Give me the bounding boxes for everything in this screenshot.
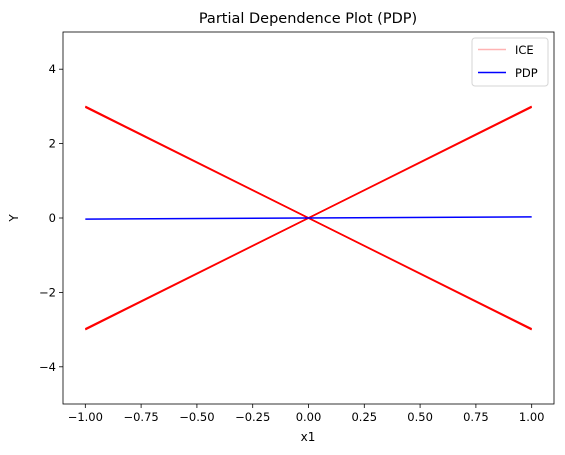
x-tick-label: −1.00 <box>68 410 103 424</box>
x-tick-label: −0.50 <box>179 410 214 424</box>
y-axis-label: Y <box>7 214 21 223</box>
y-axis-ticks: −4 −2 0 2 4 <box>39 62 63 374</box>
x-tick-label: 0.50 <box>407 410 433 424</box>
y-tick-label: −4 <box>39 360 56 374</box>
x-tick-label: 0.75 <box>463 410 489 424</box>
legend: ICE PDP <box>471 37 549 87</box>
y-tick-label: 4 <box>49 62 56 76</box>
x-tick-label: −0.25 <box>235 410 270 424</box>
x-tick-label: −0.75 <box>123 410 158 424</box>
pdp-lines <box>85 216 532 220</box>
pdp-line <box>85 216 532 220</box>
x-axis-ticks: −1.00 −0.75 −0.50 −0.25 0.00 0.25 0.50 0.75 1.00 <box>68 404 545 424</box>
chart-title: Partial Dependence Plot (PDP) <box>199 11 417 27</box>
x-tick-label: 0.25 <box>351 410 377 424</box>
legend-pdp-label: PDP <box>515 66 538 80</box>
x-tick-label: 1.00 <box>519 410 545 424</box>
legend-ice-label: ICE <box>515 43 534 57</box>
y-tick-label: 0 <box>49 211 56 225</box>
x-tick-label: 0.00 <box>296 410 322 424</box>
y-tick-label: 2 <box>49 137 56 151</box>
y-tick-label: −2 <box>39 285 56 299</box>
x-axis-label: x1 <box>301 430 316 444</box>
